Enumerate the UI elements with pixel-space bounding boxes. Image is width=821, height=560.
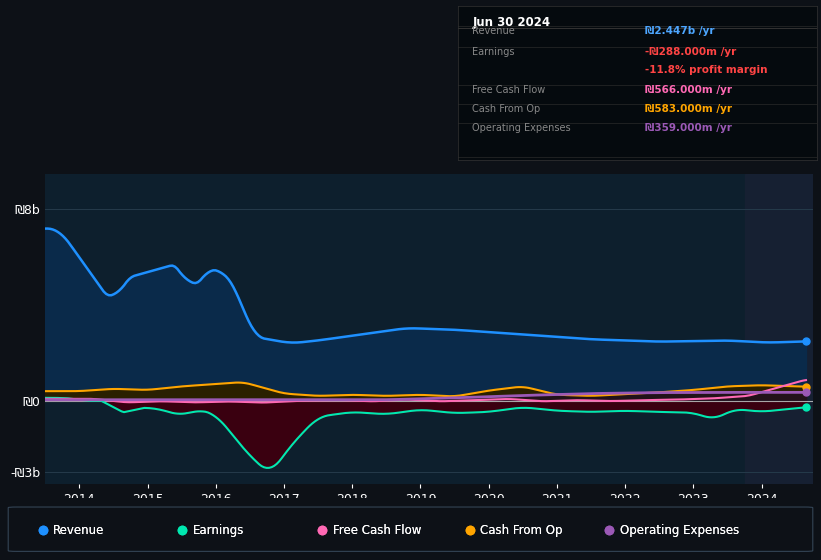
Text: Cash From Op: Cash From Op xyxy=(480,524,562,537)
Text: Cash From Op: Cash From Op xyxy=(472,104,541,114)
Text: Revenue: Revenue xyxy=(472,26,516,36)
Text: Operating Expenses: Operating Expenses xyxy=(620,524,739,537)
Text: Earnings: Earnings xyxy=(193,524,245,537)
Text: Revenue: Revenue xyxy=(53,524,105,537)
Text: Earnings: Earnings xyxy=(472,47,515,57)
Text: ₪583.000m /yr: ₪583.000m /yr xyxy=(644,104,732,114)
Text: Revenue: Revenue xyxy=(53,524,105,537)
Bar xyxy=(745,174,813,484)
Text: ₪2.447b /yr: ₪2.447b /yr xyxy=(644,26,714,36)
Text: Earnings: Earnings xyxy=(193,524,245,537)
Text: ₪566.000m /yr: ₪566.000m /yr xyxy=(644,85,732,95)
Text: Operating Expenses: Operating Expenses xyxy=(620,524,739,537)
Text: Free Cash Flow: Free Cash Flow xyxy=(333,524,421,537)
Text: -₪288.000m /yr: -₪288.000m /yr xyxy=(644,47,736,57)
Text: Free Cash Flow: Free Cash Flow xyxy=(333,524,421,537)
Text: ₪359.000m /yr: ₪359.000m /yr xyxy=(644,123,732,133)
Text: Operating Expenses: Operating Expenses xyxy=(472,123,571,133)
Text: Free Cash Flow: Free Cash Flow xyxy=(472,85,546,95)
Text: Jun 30 2024: Jun 30 2024 xyxy=(472,16,551,29)
FancyBboxPatch shape xyxy=(8,507,813,552)
Text: Cash From Op: Cash From Op xyxy=(480,524,562,537)
Text: -11.8% profit margin: -11.8% profit margin xyxy=(644,65,767,75)
